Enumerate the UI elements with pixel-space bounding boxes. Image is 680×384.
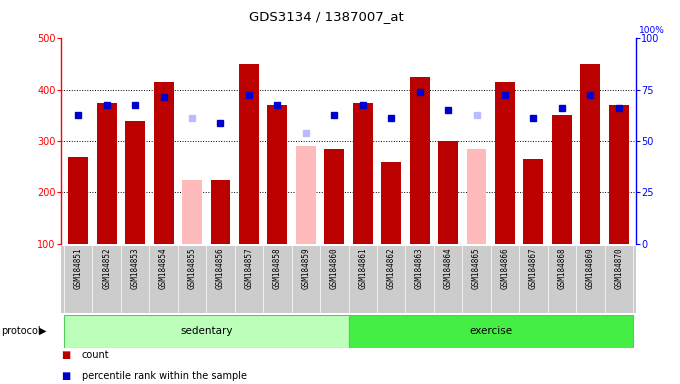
Text: count: count	[82, 350, 109, 360]
Text: GSM184856: GSM184856	[216, 248, 225, 290]
Text: GSM184858: GSM184858	[273, 248, 282, 290]
Bar	[348, 315, 633, 348]
Bar	[580, 64, 600, 244]
Bar	[381, 162, 401, 244]
Bar	[609, 105, 629, 244]
Text: exercise: exercise	[469, 326, 512, 336]
Text: GSM184867: GSM184867	[529, 248, 538, 290]
Text: GSM184853: GSM184853	[131, 248, 139, 290]
Text: ■: ■	[61, 371, 71, 381]
Text: protocol: protocol	[1, 326, 41, 336]
Text: GSM184851: GSM184851	[73, 248, 83, 290]
Text: ▶: ▶	[39, 326, 47, 336]
Text: GSM184852: GSM184852	[102, 248, 112, 290]
Text: GSM184864: GSM184864	[443, 248, 453, 290]
Text: GSM184870: GSM184870	[614, 248, 624, 290]
Text: GSM184869: GSM184869	[585, 248, 595, 290]
Text: GSM184868: GSM184868	[558, 248, 566, 290]
Bar	[239, 64, 259, 244]
Text: GSM184860: GSM184860	[330, 248, 339, 290]
Bar	[495, 82, 515, 244]
Text: GSM184859: GSM184859	[301, 248, 310, 290]
Text: GSM184854: GSM184854	[159, 248, 168, 290]
Bar	[97, 103, 117, 244]
Text: GSM184865: GSM184865	[472, 248, 481, 290]
Bar	[296, 146, 316, 244]
Bar	[552, 116, 572, 244]
Bar	[466, 149, 486, 244]
Bar	[324, 149, 344, 244]
Text: GSM184866: GSM184866	[500, 248, 509, 290]
Text: sedentary: sedentary	[180, 326, 233, 336]
Bar	[267, 105, 288, 244]
Text: 100%: 100%	[639, 26, 665, 35]
Bar	[524, 159, 543, 244]
Bar	[438, 141, 458, 244]
Bar	[211, 180, 231, 244]
Text: percentile rank within the sample: percentile rank within the sample	[82, 371, 247, 381]
Text: ■: ■	[61, 350, 71, 360]
Bar	[125, 121, 145, 244]
Bar	[68, 157, 88, 244]
Bar	[409, 77, 430, 244]
Text: GDS3134 / 1387007_at: GDS3134 / 1387007_at	[249, 10, 404, 23]
Bar	[353, 103, 373, 244]
Text: GSM184862: GSM184862	[387, 248, 396, 290]
Text: GSM184857: GSM184857	[244, 248, 254, 290]
Bar	[64, 315, 348, 348]
Text: GSM184861: GSM184861	[358, 248, 367, 290]
Text: GSM184855: GSM184855	[188, 248, 197, 290]
Bar	[182, 180, 202, 244]
Text: GSM184863: GSM184863	[415, 248, 424, 290]
Bar	[154, 82, 173, 244]
